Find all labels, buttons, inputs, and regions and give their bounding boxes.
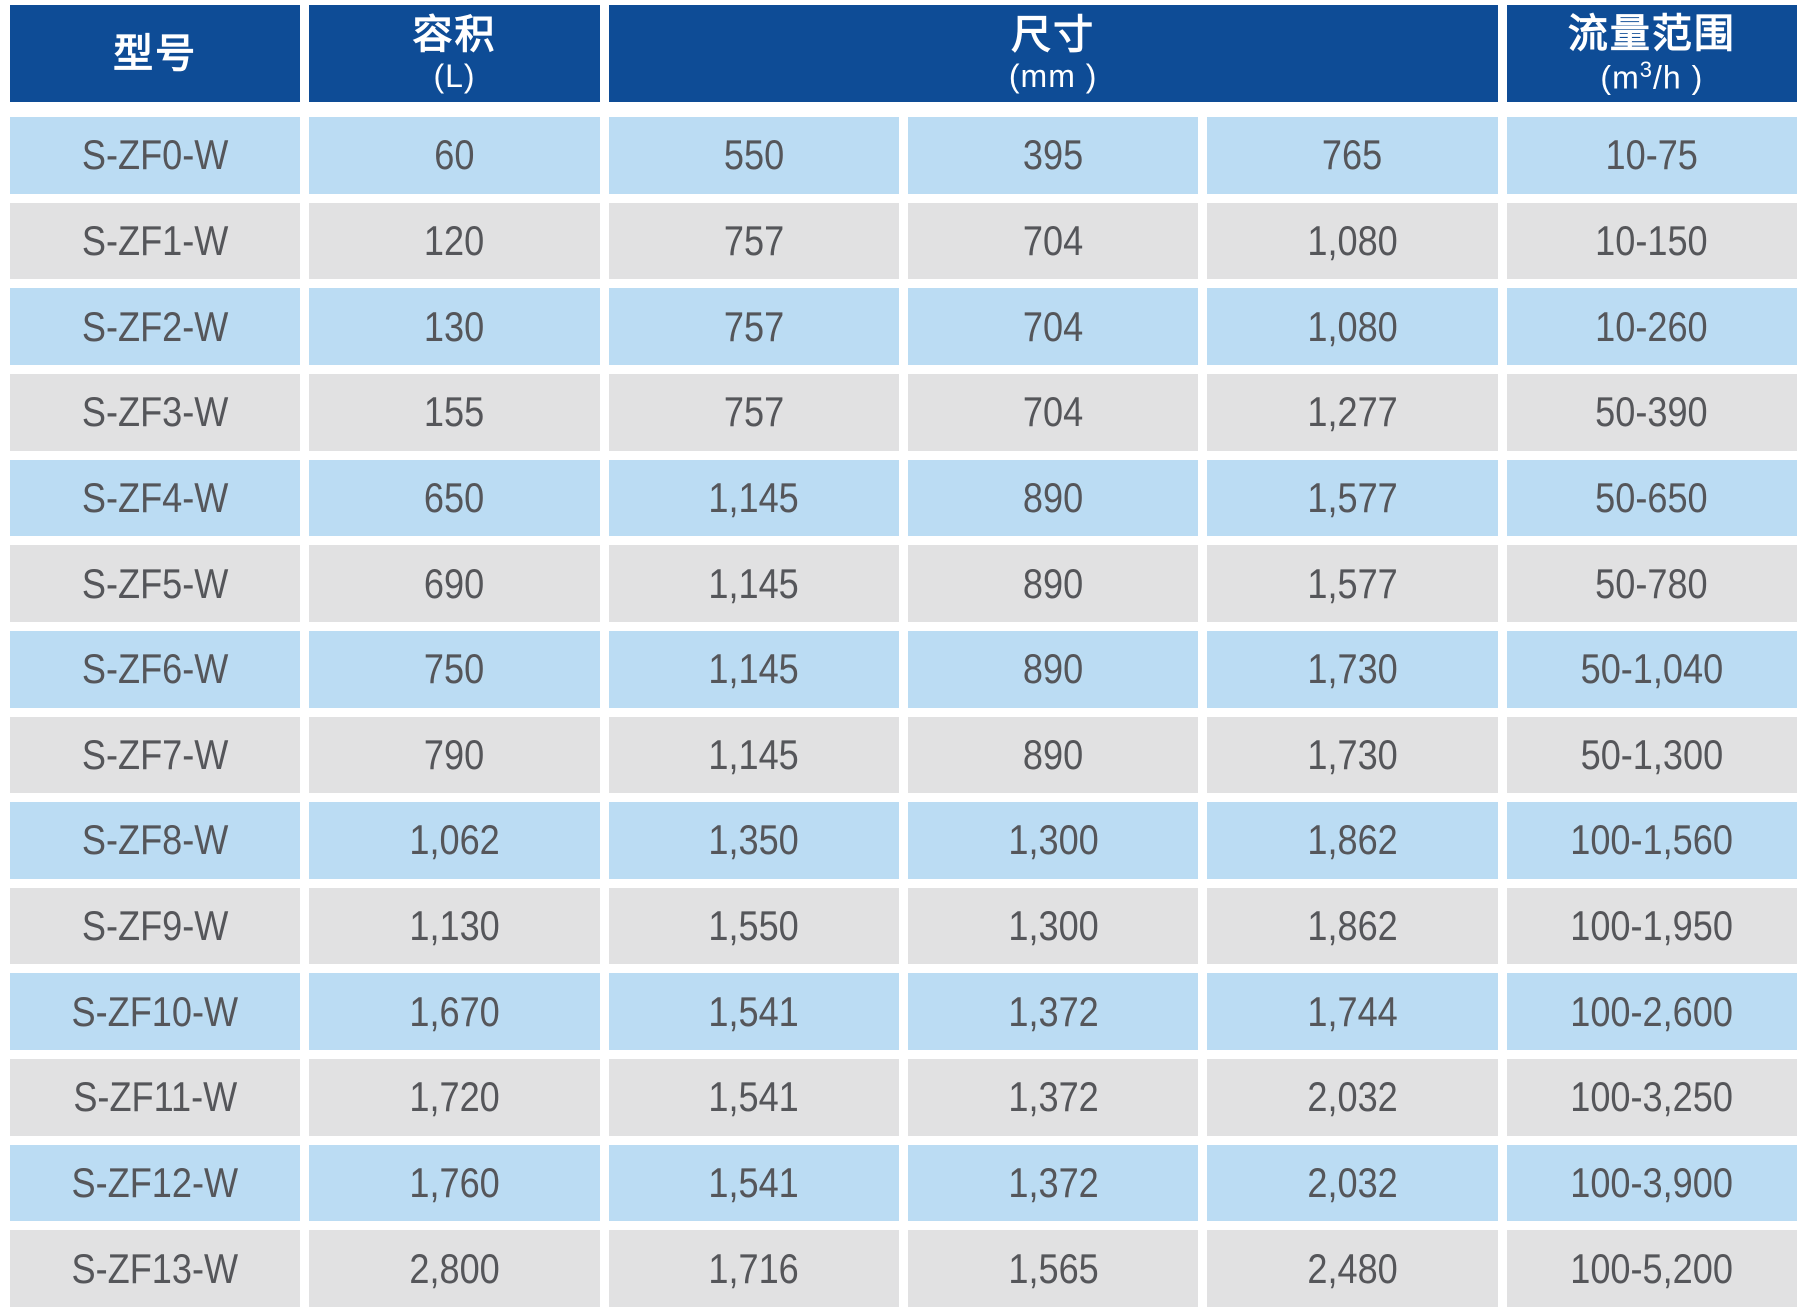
cell-dim2: 1,372 (908, 973, 1199, 1051)
cell-model: S-ZF5-W (10, 545, 301, 622)
cell-flow-range: 10-150 (1506, 202, 1797, 280)
cell-flow-range: 10-75 (1506, 117, 1797, 194)
cell-dim3: 1,080 (1207, 288, 1498, 365)
header-dimensions-title: 尺寸 (1011, 13, 1096, 58)
cell-flow-range: 100-3,250 (1506, 1059, 1797, 1136)
cell-volume: 1,760 (309, 1144, 600, 1222)
cell-flow-range: 10-260 (1506, 288, 1797, 365)
header-dimensions-unit: (mm ) (1008, 58, 1098, 95)
cell-dim1: 1,350 (608, 802, 899, 879)
cell-model: S-ZF6-W (10, 630, 301, 708)
cell-dim1: 1,541 (608, 973, 899, 1051)
cell-model: S-ZF9-W (10, 887, 301, 965)
cell-model: S-ZF1-W (10, 202, 301, 280)
cell-dim1: 1,716 (608, 1230, 899, 1307)
cell-flow-range: 100-2,600 (1506, 973, 1797, 1051)
header-volume: 容积 (L) (309, 5, 600, 102)
cell-dim3: 1,577 (1207, 459, 1498, 537)
cell-dim2: 704 (908, 373, 1199, 451)
cell-dim3: 1,080 (1207, 202, 1498, 280)
cell-dim1: 1,541 (608, 1059, 899, 1136)
cell-dim1: 1,145 (608, 630, 899, 708)
cell-dim2: 890 (908, 459, 1199, 537)
cell-model: S-ZF8-W (10, 802, 301, 879)
cell-dim3: 1,744 (1207, 973, 1498, 1051)
header-volume-title: 容积 (412, 13, 497, 58)
cell-dim3: 1,277 (1207, 373, 1498, 451)
cell-volume: 155 (309, 373, 600, 451)
cell-model: S-ZF2-W (10, 288, 301, 365)
cell-dim3: 2,032 (1207, 1059, 1498, 1136)
cell-dim3: 1,862 (1207, 802, 1498, 879)
cell-volume: 1,720 (309, 1059, 600, 1136)
cell-dim2: 704 (908, 202, 1199, 280)
cell-flow-range: 100-1,950 (1506, 887, 1797, 965)
cell-dim2: 1,565 (908, 1230, 1199, 1307)
cell-flow-range: 50-1,300 (1506, 716, 1797, 794)
cell-dim2: 890 (908, 545, 1199, 622)
cell-dim3: 2,480 (1207, 1230, 1498, 1307)
cell-dim3: 1,577 (1207, 545, 1498, 622)
cell-model: S-ZF7-W (10, 716, 301, 794)
cell-model: S-ZF4-W (10, 459, 301, 537)
cell-dim2: 1,300 (908, 802, 1199, 879)
cell-dim1: 757 (608, 202, 899, 280)
cell-flow-range: 50-1,040 (1506, 630, 1797, 708)
cell-dim1: 757 (608, 373, 899, 451)
cell-volume: 690 (309, 545, 600, 622)
cell-model: S-ZF0-W (10, 117, 301, 194)
cell-dim2: 890 (908, 630, 1199, 708)
cell-dim2: 890 (908, 716, 1199, 794)
cell-model: S-ZF13-W (10, 1230, 301, 1307)
cell-volume: 1,062 (309, 802, 600, 879)
cell-volume: 1,670 (309, 973, 600, 1051)
cell-flow-range: 50-390 (1506, 373, 1797, 451)
cell-dim1: 1,550 (608, 887, 899, 965)
cell-dim3: 1,730 (1207, 716, 1498, 794)
cell-volume: 2,800 (309, 1230, 600, 1307)
cell-flow-range: 50-780 (1506, 545, 1797, 622)
cell-volume: 790 (309, 716, 600, 794)
cell-dim1: 757 (608, 288, 899, 365)
header-model: 型号 (10, 5, 301, 102)
cell-flow-range: 100-1,560 (1506, 802, 1797, 879)
cell-flow-range: 50-650 (1506, 459, 1797, 537)
cell-dim1: 1,541 (608, 1144, 899, 1222)
cell-volume: 120 (309, 202, 600, 280)
cell-volume: 60 (309, 117, 600, 194)
header-flow-range-unit: (m3/h ) (1600, 56, 1704, 96)
cell-dim2: 704 (908, 288, 1199, 365)
cell-model: S-ZF3-W (10, 373, 301, 451)
product-spec-table: 型号 容积 (L) 尺寸 (mm ) 流量范围 (m3/h ) S-ZF0-W … (10, 5, 1797, 1307)
cell-volume: 130 (309, 288, 600, 365)
cell-volume: 1,130 (309, 887, 600, 965)
cell-model: S-ZF11-W (10, 1059, 301, 1136)
cell-dim3: 765 (1207, 117, 1498, 194)
header-dimensions: 尺寸 (mm ) (608, 5, 1498, 102)
cell-dim3: 2,032 (1207, 1144, 1498, 1222)
cell-flow-range: 100-3,900 (1506, 1144, 1797, 1222)
cell-volume: 750 (309, 630, 600, 708)
cell-dim2: 1,372 (908, 1059, 1199, 1136)
header-model-title: 型号 (113, 31, 198, 76)
cell-model: S-ZF10-W (10, 973, 301, 1051)
cell-flow-range: 100-5,200 (1506, 1230, 1797, 1307)
header-flow-range-title: 流量范围 (1567, 11, 1736, 56)
cell-dim3: 1,862 (1207, 887, 1498, 965)
cell-dim2: 395 (908, 117, 1199, 194)
cell-model: S-ZF12-W (10, 1144, 301, 1222)
cell-dim1: 1,145 (608, 716, 899, 794)
header-flow-range: 流量范围 (m3/h ) (1506, 5, 1797, 102)
cell-dim2: 1,300 (908, 887, 1199, 965)
cell-volume: 650 (309, 459, 600, 537)
header-volume-unit: (L) (433, 58, 476, 95)
cell-dim3: 1,730 (1207, 630, 1498, 708)
cell-dim2: 1,372 (908, 1144, 1199, 1222)
cell-dim1: 1,145 (608, 459, 899, 537)
cell-dim1: 550 (608, 117, 899, 194)
cell-dim1: 1,145 (608, 545, 899, 622)
